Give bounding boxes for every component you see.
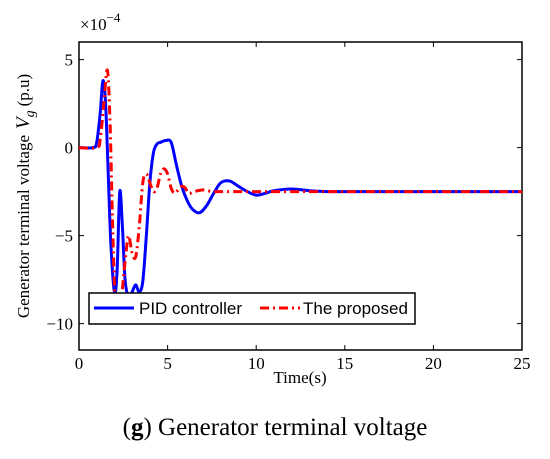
series-line-the-proposed: [79, 68, 522, 322]
x-tick-label: 10: [248, 354, 265, 373]
x-tick-label: 5: [163, 354, 172, 373]
y-axis-label: Generator terminal voltage Vg (p.u): [13, 74, 38, 318]
axis-ticks: 0 5 10 15 20 25 5 0 −5 −10: [46, 42, 531, 373]
y-axis-label-main: Generator terminal voltage: [14, 135, 33, 318]
y-tick-label: −10: [46, 315, 73, 334]
x-tick-label: 25: [514, 354, 531, 373]
y-tick-label: 5: [65, 51, 74, 70]
x-axis-label: Time(s): [273, 368, 326, 387]
legend-label-pid: PID controller: [139, 299, 242, 318]
legend-label-proposed: The proposed: [303, 299, 408, 318]
x-tick-label: 0: [75, 354, 84, 373]
legend: PID controller The proposed: [88, 292, 416, 325]
caption-letter: g: [130, 414, 144, 441]
y-axis-label-unit: (p.u): [14, 74, 33, 107]
y-tick-label: 0: [65, 139, 74, 158]
chart: 0 5 10 15 20 25 5 0 −5 −10 ×10−4 Time(s) Generato…: [13, 10, 531, 387]
x-tick-label: 20: [425, 354, 442, 373]
y-axis-label-subscript: g: [23, 110, 38, 117]
legend-box: [88, 292, 416, 325]
caption-text: Generator terminal voltage: [158, 414, 428, 441]
x-tick-label: 15: [336, 354, 353, 373]
figure-caption: (g) Generator terminal voltage: [122, 414, 428, 441]
y-multiplier: ×10−4: [80, 10, 121, 34]
y-multiplier-exponent: −4: [107, 10, 121, 25]
y-tick-label: −5: [55, 227, 73, 246]
series-group: [79, 68, 522, 322]
y-axis-label-symbol: V: [13, 115, 34, 129]
